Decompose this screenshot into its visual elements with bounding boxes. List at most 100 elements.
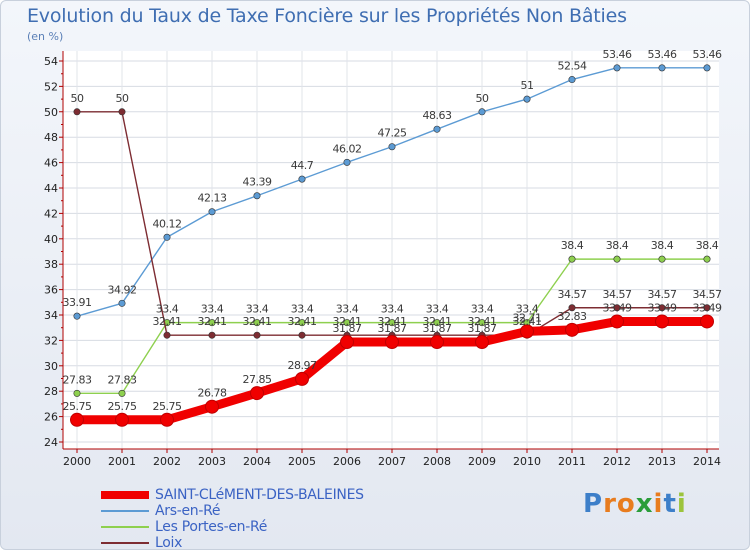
series-point-1 xyxy=(703,255,711,263)
data-label-0: 42.13 xyxy=(198,192,227,205)
data-label-1: 33.4 xyxy=(156,303,179,316)
legend-item-les-portes-en-re: Les Portes-en-Ré xyxy=(101,519,364,535)
data-label-2: 32.41 xyxy=(378,315,407,328)
data-label-0: 33.91 xyxy=(63,296,92,309)
series-point-2 xyxy=(298,331,306,339)
series-point-2 xyxy=(73,108,81,116)
data-label-1: 38.4 xyxy=(606,239,629,252)
data-label-2: 34.57 xyxy=(693,288,722,301)
legend-swatch xyxy=(101,510,149,512)
series-point-0 xyxy=(388,143,396,151)
legend-label: Ars-en-Ré xyxy=(155,503,221,519)
data-label-1: 33.4 xyxy=(426,303,449,316)
data-label-3: 27.85 xyxy=(243,373,272,386)
data-label-3: 31.87 xyxy=(378,322,407,335)
y-tick-label: 30 xyxy=(44,360,58,373)
x-tick-label: 2003 xyxy=(198,455,226,468)
logo-letter: x xyxy=(635,489,654,519)
label-layer: 33.91 34.92 40.12 42.13 43.39 44.7 46.02 47.25 4… xyxy=(63,48,723,413)
data-label-0: 46.02 xyxy=(333,142,362,155)
y-tick-label: 48 xyxy=(44,131,58,144)
data-label-3: 31.87 xyxy=(468,322,497,335)
series-point-3 xyxy=(385,335,399,350)
data-label-0: 34.92 xyxy=(108,283,137,296)
data-label-3: 25.75 xyxy=(108,400,137,413)
legend-swatch xyxy=(101,491,149,499)
logo-letter: P xyxy=(583,489,604,519)
series-point-3 xyxy=(700,314,714,329)
series-point-0 xyxy=(703,64,711,72)
legend-label: Les Portes-en-Ré xyxy=(155,519,268,535)
series-point-1 xyxy=(208,319,216,327)
series-point-0 xyxy=(208,208,216,216)
series-point-3 xyxy=(205,399,219,414)
logo-letter: i xyxy=(676,489,687,519)
data-label-2: 32.41 xyxy=(513,315,542,328)
y-tick-label: 32 xyxy=(44,334,58,347)
data-label-2: 32.41 xyxy=(153,315,182,328)
data-label-1: 27.83 xyxy=(108,373,137,386)
x-tick-label: 2008 xyxy=(423,455,451,468)
x-tick-label: 2005 xyxy=(288,455,316,468)
data-label-3: 33.49 xyxy=(693,301,722,314)
data-label-2: 32.41 xyxy=(198,315,227,328)
y-axis-unit: (en %) xyxy=(27,30,64,43)
data-label-0: 53.46 xyxy=(693,48,722,61)
series-layer xyxy=(70,64,714,427)
data-label-1: 33.4 xyxy=(336,303,359,316)
proxiti-logo: Proxiti xyxy=(583,489,687,519)
series-point-0 xyxy=(163,233,171,241)
y-tick-label: 36 xyxy=(44,284,58,297)
data-label-2: 34.57 xyxy=(558,288,587,301)
legend-item-loix: Loix xyxy=(101,535,364,550)
x-tick-label: 2009 xyxy=(468,455,496,468)
series-point-1 xyxy=(613,255,621,263)
x-tick-label: 2000 xyxy=(63,455,91,468)
legend-label: Loix xyxy=(155,535,183,550)
y-tick-label: 34 xyxy=(44,309,58,322)
x-tick-label: 2007 xyxy=(378,455,406,468)
x-tick-label: 2004 xyxy=(243,455,271,468)
legend-label: SAINT-CLéMENT-DES-BALEINES xyxy=(155,487,364,503)
x-tick-label: 2012 xyxy=(603,455,631,468)
data-label-0: 52.54 xyxy=(558,60,587,73)
data-label-3: 32.83 xyxy=(558,310,587,323)
data-label-3: 26.78 xyxy=(198,387,227,400)
data-label-2: 32.41 xyxy=(423,315,452,328)
x-tick-label: 2011 xyxy=(558,455,586,468)
y-tick-label: 26 xyxy=(44,411,58,424)
series-point-0 xyxy=(478,108,486,116)
series-point-1 xyxy=(433,319,441,327)
series-point-2 xyxy=(703,304,711,312)
series-point-0 xyxy=(343,158,351,166)
series-point-0 xyxy=(118,299,126,307)
data-label-1: 38.4 xyxy=(561,239,584,252)
data-label-0: 40.12 xyxy=(153,217,182,230)
grid-layer xyxy=(63,51,719,449)
logo-letter: r xyxy=(603,489,617,519)
data-label-2: 50 xyxy=(71,92,84,105)
series-point-3 xyxy=(610,314,624,329)
y-tick-label: 40 xyxy=(44,233,58,246)
y-tick-label: 54 xyxy=(44,55,58,68)
series-point-3 xyxy=(520,324,534,339)
data-label-2: 32.41 xyxy=(333,315,362,328)
data-label-2: 34.57 xyxy=(603,288,632,301)
series-point-3 xyxy=(655,314,669,329)
axis-layer: 24 26 28 30 32 34 36 38 40 42 44 46 48 50 52 54 2000 2001… xyxy=(44,51,721,468)
series-point-1 xyxy=(253,319,261,327)
data-label-2: 50 xyxy=(116,92,129,105)
series-point-0 xyxy=(658,64,666,72)
series-point-0 xyxy=(613,64,621,72)
series-point-3 xyxy=(160,412,174,427)
data-label-0: 51 xyxy=(521,79,534,92)
series-point-3 xyxy=(475,335,489,350)
x-tick-label: 2006 xyxy=(333,455,361,468)
series-point-1 xyxy=(118,389,126,397)
data-label-0: 47.25 xyxy=(378,127,407,140)
series-point-2 xyxy=(208,331,216,339)
data-label-3: 25.75 xyxy=(153,400,182,413)
data-label-0: 53.46 xyxy=(648,48,677,61)
